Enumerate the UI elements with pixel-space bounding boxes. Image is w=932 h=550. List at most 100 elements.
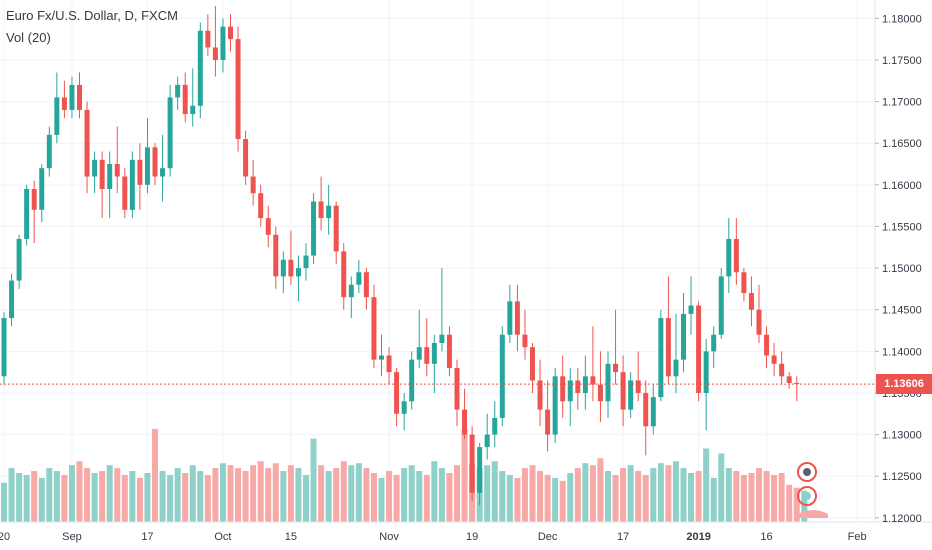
candle <box>99 151 105 219</box>
candle <box>597 351 603 423</box>
candle <box>280 251 286 294</box>
volume-bar <box>129 471 136 522</box>
volume-bar <box>295 468 302 522</box>
candle-body <box>341 251 347 298</box>
time-tick-label: 15 <box>285 531 297 543</box>
volume-bar <box>499 471 506 522</box>
candle-body <box>182 84 188 115</box>
volume-bar <box>197 471 204 522</box>
candle-body <box>522 334 528 348</box>
volume-bar <box>438 468 445 522</box>
time-tick-label: 16 <box>760 531 772 543</box>
candle-body <box>492 417 498 435</box>
candle-body <box>152 147 158 177</box>
candle <box>658 309 664 402</box>
candle-body <box>613 363 619 373</box>
candle-body <box>39 168 45 210</box>
volume-bar <box>38 477 45 522</box>
volume-bar <box>242 471 249 522</box>
price-tick-label: 1.18000 <box>882 13 922 25</box>
symbol-title[interactable]: Euro Fx/U.S. Dollar, D, FXCM <box>6 8 178 23</box>
time-tick-label: Nov <box>379 531 399 543</box>
candle <box>311 193 317 264</box>
candle-body <box>379 355 384 360</box>
candle-body <box>16 238 22 281</box>
candle-body <box>718 276 724 335</box>
candle <box>786 372 792 389</box>
candle <box>424 318 430 377</box>
candle-body <box>114 164 120 177</box>
candle-body <box>371 297 377 360</box>
volume-bar <box>91 473 98 522</box>
candle-body <box>137 159 143 185</box>
time-tick-label: Dec <box>538 531 558 543</box>
volume-bar <box>318 465 325 522</box>
candle-body <box>394 372 400 414</box>
volume-bar <box>801 490 808 522</box>
time-tick-label: Oct <box>214 531 231 543</box>
volume-bar <box>370 473 377 522</box>
candle-body <box>280 259 286 277</box>
candle <box>394 367 400 427</box>
candle <box>673 313 679 393</box>
volume-bar <box>340 461 347 522</box>
candle <box>477 442 483 506</box>
volume-bar <box>688 473 695 522</box>
volume-bar <box>333 468 340 522</box>
volume-bar <box>355 463 362 522</box>
volume-bar <box>416 471 423 522</box>
candle-body <box>681 313 686 360</box>
volume-bar <box>484 465 491 522</box>
volume-bar <box>733 471 740 522</box>
candle <box>514 284 520 352</box>
candle-body <box>530 347 535 381</box>
volume-bar <box>650 468 657 522</box>
candle <box>741 268 747 302</box>
price-tick-label: 1.17000 <box>882 97 922 109</box>
candle <box>160 134 166 202</box>
candle <box>469 426 475 502</box>
candle-body <box>545 409 551 435</box>
volume-bar <box>378 477 385 522</box>
candle-body <box>190 105 196 115</box>
volume-bar <box>16 473 23 522</box>
candle <box>114 126 120 194</box>
candle-body <box>9 280 15 319</box>
volume-bar <box>756 468 762 522</box>
candle-body <box>605 363 611 402</box>
candle <box>258 184 264 227</box>
candle-body <box>552 376 558 435</box>
candle-body <box>779 363 785 377</box>
candle <box>137 143 143 210</box>
candle-body <box>620 372 626 410</box>
candle-body <box>416 347 422 360</box>
candle <box>54 72 60 144</box>
price-axis: 1.120001.125001.130001.135001.140001.145… <box>875 13 922 525</box>
candle-body <box>288 259 294 277</box>
candle <box>696 301 702 402</box>
volume-bar <box>31 471 38 522</box>
volume-bar <box>159 471 166 522</box>
candle <box>431 334 437 393</box>
candle-body <box>477 447 483 493</box>
price-tick-label: 1.14000 <box>882 346 922 358</box>
candle-body <box>228 26 233 40</box>
volume-bar <box>454 465 460 522</box>
candle <box>205 14 211 56</box>
price-tick-label: 1.16000 <box>882 180 922 192</box>
candle-body <box>424 347 430 364</box>
candle-body <box>265 218 271 235</box>
volume-indicator-label[interactable]: Vol (20) <box>6 30 51 45</box>
candle <box>1 312 7 385</box>
volume-bar <box>227 465 234 522</box>
candle <box>507 284 513 344</box>
volume-bar <box>740 474 747 522</box>
volume-bar <box>627 465 634 522</box>
candle-body <box>273 234 279 277</box>
candle-body <box>733 238 739 273</box>
volume-bar <box>552 477 559 522</box>
volume-bar <box>597 458 604 522</box>
time-axis: 20 Sep 17 Oct 15 Nov 19 Dec 17 2019 16 Feb <box>0 531 867 543</box>
